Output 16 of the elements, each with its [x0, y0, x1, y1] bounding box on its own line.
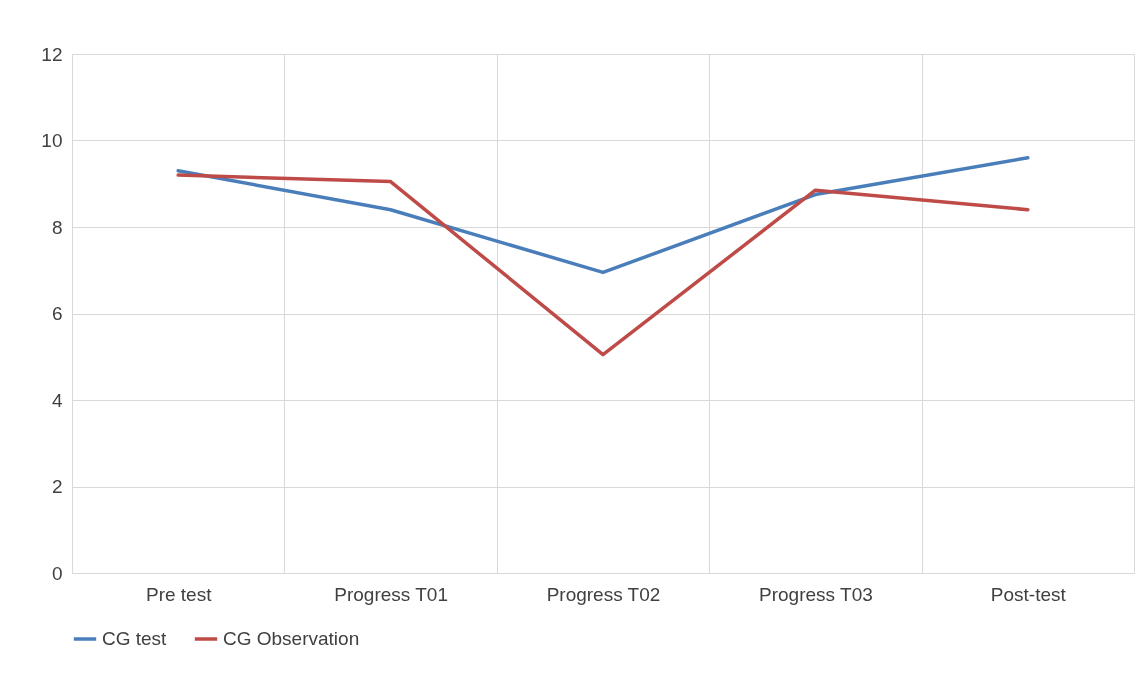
legend-label: CG Observation [223, 628, 360, 649]
y-tick-label: 10 [41, 130, 63, 151]
x-tick-label: Post-test [990, 583, 1067, 605]
y-tick-label: 12 [41, 43, 63, 65]
y-tick-label: 0 [51, 562, 63, 584]
line-series [176, 173, 1030, 357]
x-tick-label: Progress T03 [759, 583, 873, 605]
y-tick-label: 2 [51, 476, 63, 497]
x-tick-label: Pre test [145, 583, 213, 605]
line-series [176, 156, 1030, 275]
legend-label: CG test [102, 628, 168, 649]
x-tick-label: Progress T01 [334, 583, 448, 605]
y-tick-label: 6 [51, 303, 63, 324]
x-tick-label: Progress T02 [546, 583, 661, 605]
y-tick-label: 4 [51, 389, 63, 411]
y-tick-label: 8 [51, 216, 63, 238]
